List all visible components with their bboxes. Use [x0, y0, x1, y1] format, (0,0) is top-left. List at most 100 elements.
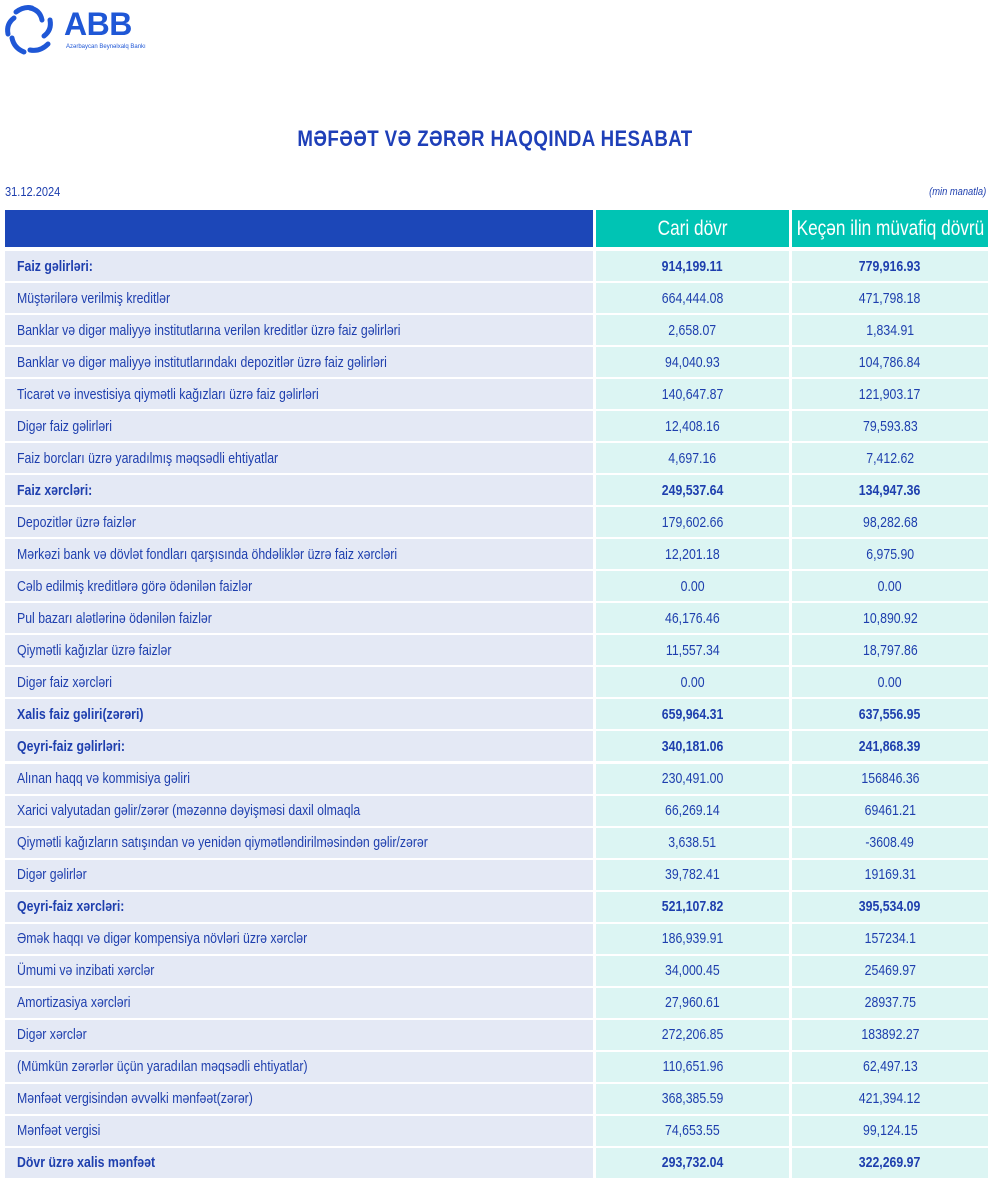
table-row: Mərkəzi bank və dövlət fondları qarşısın…	[5, 539, 988, 570]
current-value: 34,000.45	[665, 962, 720, 980]
current-value: 340,181.06	[661, 737, 724, 755]
current-value-cell: 186,939.91	[596, 923, 789, 954]
previous-value: 25469.97	[864, 962, 916, 980]
row-label-cell: Ümumi və inzibati xərclər	[5, 955, 593, 986]
current-value-cell: 293,732.04	[596, 1147, 789, 1178]
table-row: Ümumi və inzibati xərclər 34,000.45 25469.…	[5, 955, 988, 986]
previous-value-cell: 28937.75	[792, 987, 988, 1018]
row-label-cell: Digər faiz gəlirləri	[5, 411, 593, 442]
previous-value: 322,269.97	[859, 1154, 921, 1172]
current-value-cell: 27,960.61	[596, 987, 789, 1018]
previous-value-cell: 395,534.09	[792, 891, 988, 922]
previous-value: 421,394.12	[859, 1090, 921, 1108]
current-value-cell: 2,658.07	[596, 315, 789, 346]
header-current-text: Cari dövr	[657, 216, 728, 240]
current-value: 46,176.46	[665, 609, 720, 627]
previous-value-cell: 156846.36	[792, 763, 988, 794]
table-row: Amortizasiya xərcləri 27,960.61 28937.75	[5, 987, 988, 1018]
previous-value-cell: 18,797.86	[792, 635, 988, 666]
row-label: Digər faiz xərcləri	[17, 673, 113, 691]
previous-value-cell: 62,497.13	[792, 1051, 988, 1082]
table-row: Dövr üzrə xalis mənfəət 293,732.04 322,269…	[5, 1147, 988, 1178]
row-label: Depozitlər üzrə faizlər	[17, 513, 136, 531]
row-label-cell: Mərkəzi bank və dövlət fondları qarşısın…	[5, 539, 593, 570]
row-label: (Mümkün zərərlər üçün yaradılan məqsədli…	[17, 1058, 308, 1076]
previous-value: 1,834.91	[866, 321, 914, 339]
previous-value-cell: 104,786.84	[792, 347, 988, 378]
table-row: Ticarət və investisiya qiymətli kağızlar…	[5, 379, 988, 410]
row-label-cell: Pul bazarı alətlərinə ödənilən faizlər	[5, 603, 593, 634]
row-label: Amortizasiya xərcləri	[17, 994, 131, 1012]
row-label-cell: Faiz gəlirləri:	[5, 251, 593, 281]
previous-value: 395,534.09	[859, 898, 921, 916]
previous-value-cell: 25469.97	[792, 955, 988, 986]
table-row: Əmək haqqı və digər kompensiya növləri ü…	[5, 923, 988, 954]
previous-value-cell: 779,916.93	[792, 251, 988, 281]
logo-text: ABB	[64, 6, 132, 42]
table-row: (Mümkün zərərlər üçün yaradılan məqsədli…	[5, 1051, 988, 1082]
previous-value-cell: 0.00	[792, 667, 988, 698]
previous-value: 157234.1	[864, 930, 916, 948]
current-value: 230,491.00	[661, 770, 724, 787]
row-label-cell: Mənfəət vergisi	[5, 1115, 593, 1146]
current-value: 4,697.16	[668, 449, 717, 467]
current-value: 12,201.18	[665, 545, 720, 563]
row-label-cell: Faiz borcları üzrə yaradılmış məqsədli e…	[5, 443, 593, 474]
current-value-cell: 914,199.11	[596, 251, 789, 281]
header-previous-text: Keçən ilin müvafiq dövrü	[796, 216, 984, 240]
table-row: Müştərilərə verilmiş kreditlər 664,444.08…	[5, 283, 988, 314]
row-label-cell: Ticarət və investisiya qiymətli kağızlar…	[5, 379, 593, 410]
table-header: Cari dövr Keçən ilin müvafiq dövrü	[5, 210, 988, 247]
previous-value-cell: 99,124.15	[792, 1115, 988, 1146]
row-label: Pul bazarı alətlərinə ödənilən faizlər	[17, 609, 212, 627]
current-value: 94,040.93	[665, 353, 720, 371]
current-value-cell: 140,647.87	[596, 379, 789, 410]
table-row: Pul bazarı alətlərinə ödənilən faizlər 46…	[5, 603, 988, 634]
current-value-cell: 39,782.41	[596, 859, 789, 890]
previous-value: 98,282.68	[862, 513, 918, 531]
row-label: Faiz xərcləri:	[17, 481, 93, 499]
row-label-cell: Qeyri-faiz gəlirləri:	[5, 731, 593, 762]
previous-value: 28937.75	[864, 994, 916, 1012]
current-value-cell: 74,653.55	[596, 1115, 789, 1146]
row-label-cell: Digər xərclər	[5, 1019, 593, 1050]
header-label-cell	[5, 210, 593, 247]
unit-note: (min manatla)	[928, 186, 986, 198]
table-row: Mənfəət vergisindən əvvəlki mənfəət(zərə…	[5, 1083, 988, 1114]
previous-value-cell: 183892.27	[792, 1019, 988, 1050]
previous-value-cell: 7,412.62	[792, 443, 988, 474]
row-label: Banklar və digər maliyyə institutlarında…	[17, 353, 387, 371]
current-value-cell: 46,176.46	[596, 603, 789, 634]
current-value-cell: 34,000.45	[596, 955, 789, 986]
previous-value-cell: 79,593.83	[792, 411, 988, 442]
row-label: Mərkəzi bank və dövlət fondları qarşısın…	[17, 545, 398, 563]
current-value: 11,557.34	[665, 641, 720, 659]
current-value-cell: 230,491.00	[596, 763, 789, 794]
table-row: Qiymətli kağızlar üzrə faizlər 11,557.34 1…	[5, 635, 988, 666]
current-value: 368,385.59	[661, 1090, 724, 1108]
current-value: 74,653.55	[665, 1122, 720, 1140]
table-row: Qeyri-faiz gəlirləri: 340,181.06 241,868.3…	[5, 731, 988, 762]
current-value-cell: 4,697.16	[596, 443, 789, 474]
row-label-cell: Digər faiz xərcləri	[5, 667, 593, 698]
row-label: Faiz borcları üzrə yaradılmış məqsədli e…	[17, 449, 279, 467]
current-value-cell: 110,651.96	[596, 1051, 789, 1082]
previous-value-cell: 0.00	[792, 571, 988, 602]
current-value-cell: 0.00	[596, 571, 789, 602]
table-row: Qeyri-faiz xərcləri: 521,107.82 395,534.09	[5, 891, 988, 922]
previous-value: 134,947.36	[859, 481, 921, 499]
previous-value: 99,124.15	[862, 1122, 918, 1140]
previous-value: 7,412.62	[866, 449, 914, 467]
row-label-cell: Qiymətli kağızlar üzrə faizlər	[5, 635, 593, 666]
previous-value-cell: 471,798.18	[792, 283, 988, 314]
row-label: Xalis faiz gəliri(zərəri)	[17, 705, 144, 723]
row-label: Qiymətli kağızlar üzrə faizlər	[17, 641, 172, 659]
row-label-cell: (Mümkün zərərlər üçün yaradılan məqsədli…	[5, 1051, 593, 1082]
current-value: 66,269.14	[665, 802, 720, 820]
current-value: 140,647.87	[661, 385, 724, 403]
previous-value-cell: 421,394.12	[792, 1083, 988, 1114]
row-label-cell: Cəlb edilmiş kreditlərə görə ödənilən fa…	[5, 571, 593, 602]
previous-value-cell: 121,903.17	[792, 379, 988, 410]
current-value-cell: 340,181.06	[596, 731, 789, 762]
current-value-cell: 368,385.59	[596, 1083, 789, 1114]
